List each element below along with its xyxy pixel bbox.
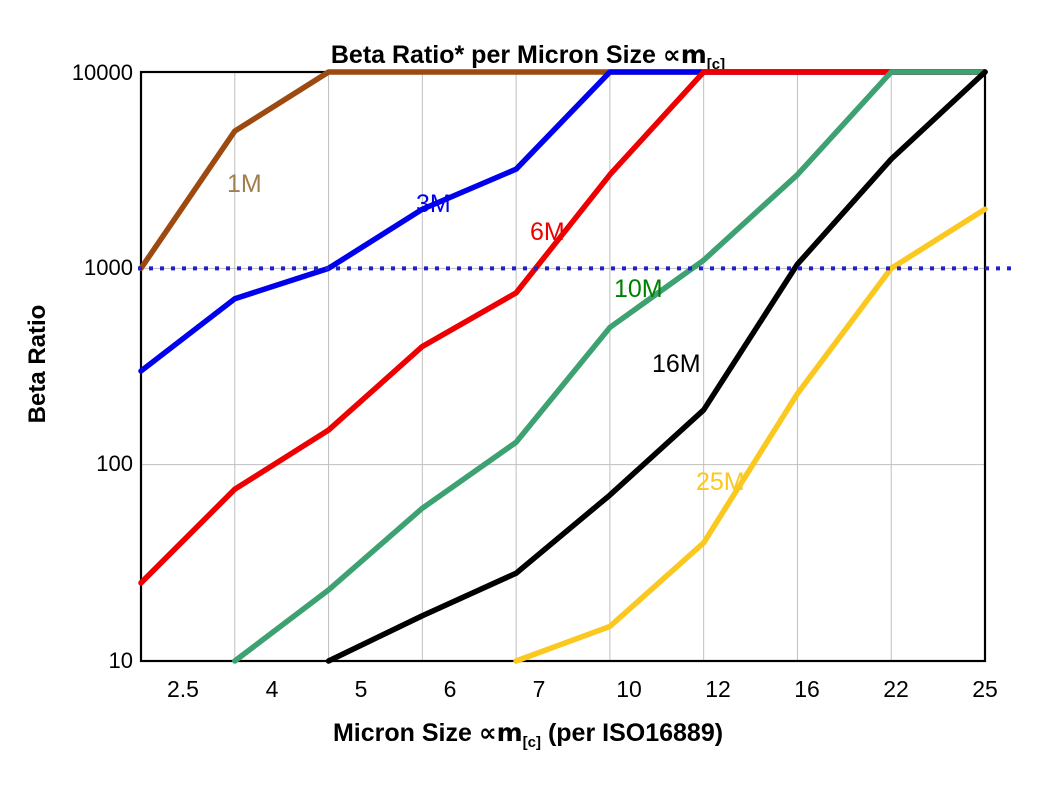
series-label-6m: 6M [530,218,565,246]
chart-title-main: Beta Ratio* per Micron Size [330,41,663,69]
x-tick-label: 7 [532,676,546,702]
series-label-10m: 10M [614,275,663,303]
series-label-25m: 25M [696,468,745,496]
x-axis-title-subscript: [c] [522,734,542,751]
series-line-16m [325,69,988,664]
x-tick-label: 6 [443,676,457,702]
x-tick-label: 12 [705,676,731,702]
y-tick-label: 10 [108,648,133,673]
series-label-3m: 3M [416,190,451,218]
x-tick-label: 4 [265,676,279,702]
x-axis-title-tail: (per ISO16889) [541,719,724,747]
x-tick-label: 16 [794,676,820,702]
x-tick-label: 5 [354,676,368,702]
x-tick-label: 10 [616,676,642,702]
series-line-25m [513,206,988,664]
x-tick-label: 25 [972,676,998,702]
x-tick-label: 2.5 [167,676,199,702]
series-line-10m [232,69,988,664]
x-axis-title-main: Micron Size [332,719,479,747]
chart-title: Beta Ratio* per Micron Size ∝m[c] [0,40,1056,73]
chart-title-subscript: [c] [706,56,726,73]
x-axis-title: Micron Size ∝m[c] (per ISO16889) [0,718,1056,751]
y-tick-label: 100 [96,451,133,476]
y-axis-tick-labels: 10000 1000 100 10 [45,0,133,792]
y-tick-label: 10000 [71,60,133,85]
series-label-16m: 16M [652,350,701,378]
series-line-6m [138,69,988,586]
chart-title-symbol: ∝m [662,40,707,69]
plot-border [139,70,987,663]
x-axis-title-symbol: ∝m [478,718,523,747]
series-label-1m: 1M [227,170,262,198]
y-tick-label: 1000 [84,255,133,280]
x-tick-label: 22 [883,676,909,702]
